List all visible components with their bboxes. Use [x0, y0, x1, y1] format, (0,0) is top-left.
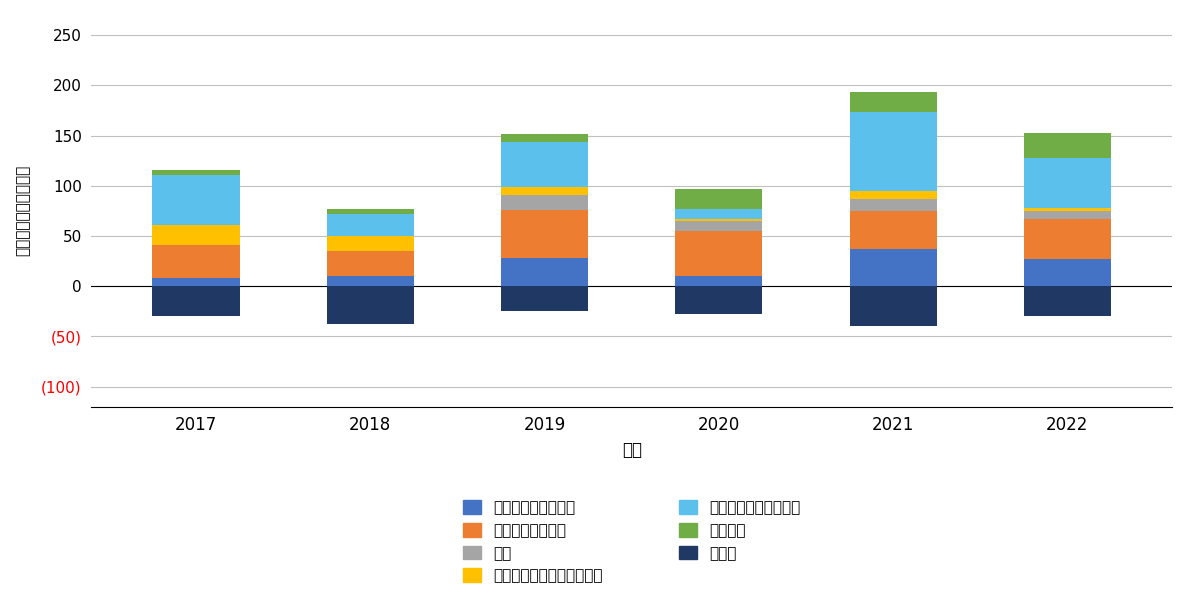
Bar [675, 189, 762, 209]
Bar [850, 112, 937, 191]
Bar [850, 249, 937, 286]
Bar [675, 276, 762, 286]
Bar [675, 209, 762, 219]
Bar [675, 286, 762, 314]
Bar [1024, 132, 1111, 158]
Bar [152, 170, 240, 175]
Bar [152, 175, 240, 225]
Bar [675, 231, 762, 276]
Bar [1024, 286, 1111, 316]
Bar [675, 221, 762, 231]
Bar [152, 286, 240, 316]
Bar [326, 276, 414, 286]
Bar [850, 191, 937, 199]
Bar [326, 286, 414, 324]
Bar [501, 141, 589, 187]
Bar [326, 236, 414, 251]
Legend: エネルギーシステム, インフラシステム, ビル, リテール＆プリンティング, デバイス＆ストレージ, デジタル, その他: エネルギーシステム, インフラシステム, ビル, リテール＆プリンティング, デ… [455, 493, 808, 591]
Bar [501, 187, 589, 195]
Bar [1024, 158, 1111, 208]
Bar [501, 195, 589, 210]
Bar [326, 214, 414, 236]
Bar [501, 134, 589, 141]
Bar [1024, 219, 1111, 259]
Bar [326, 251, 414, 276]
Bar [152, 225, 240, 245]
Bar [675, 219, 762, 221]
Bar [850, 199, 937, 211]
Bar [152, 245, 240, 278]
Bar [501, 286, 589, 311]
X-axis label: 年度: 年度 [622, 441, 642, 459]
Bar [1024, 208, 1111, 211]
Bar [1024, 211, 1111, 219]
Bar [850, 92, 937, 112]
Bar [1024, 259, 1111, 286]
Bar [326, 209, 414, 214]
Bar [152, 278, 240, 286]
Bar [501, 210, 589, 258]
Y-axis label: 営業損益（１０億円）: 営業損益（１０億円） [15, 165, 30, 257]
Bar [850, 286, 937, 327]
Bar [501, 258, 589, 286]
Bar [850, 211, 937, 249]
